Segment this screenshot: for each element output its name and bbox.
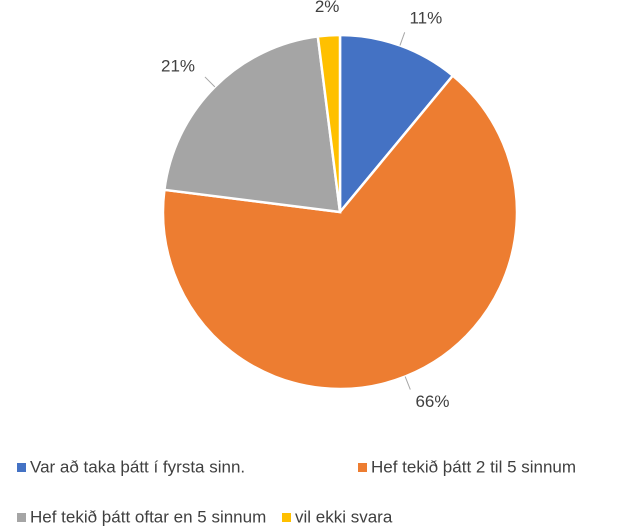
pie-slice [162,34,342,214]
data-label: 2% [315,0,340,16]
legend-swatch [282,513,291,522]
pie-slice [161,73,519,391]
legend-swatch [17,513,26,522]
legend-label: Var að taka þátt í fyrsta sinn. [30,457,245,476]
legend-swatch [358,463,367,472]
data-label: 11% [409,9,442,28]
leader-line [399,32,406,46]
legend-swatch [17,463,26,472]
leader-line [404,376,411,390]
leader-line [204,76,216,88]
data-label: 21% [161,57,195,76]
legend-label: Hef tekið þátt 2 til 5 sinnum [371,457,576,476]
legend-label: vil ekki svara [295,507,393,526]
data-label: 66% [415,392,449,411]
pie-slice [316,33,342,213]
pie-slice [338,33,455,216]
legend-label: Hef tekið þátt oftar en 5 sinnum [30,507,266,526]
